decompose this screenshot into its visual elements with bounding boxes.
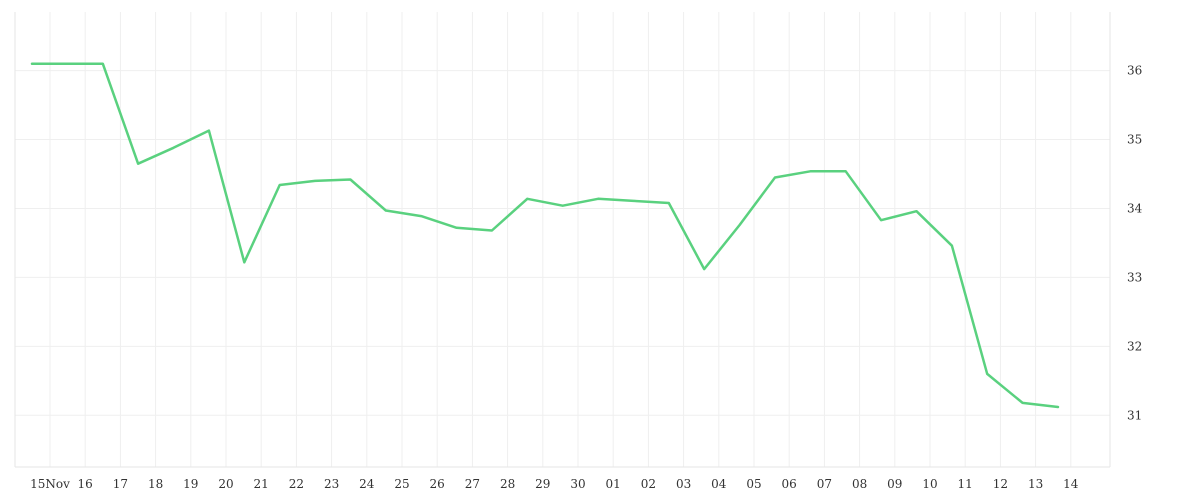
x-tick-label: 23 — [324, 477, 339, 491]
x-tick-label: 03 — [676, 477, 691, 491]
x-tick-label: 01 — [606, 477, 621, 491]
x-tick-labels: 15Nov 16 17 18 19 20 21 22 23 24 25 26 27 28 29 30 01 02 0… — [30, 477, 1079, 491]
x-tick-label: 06 — [782, 477, 797, 491]
x-tick-label: 08 — [852, 477, 867, 491]
x-tick-label: 12 — [993, 477, 1008, 491]
axes — [14, 12, 1111, 468]
y-tick-labels: 31 32 33 34 35 36 — [1127, 64, 1143, 423]
x-tick-label: 02 — [641, 477, 656, 491]
x-tick-label: 25 — [394, 477, 409, 491]
y-tick-label: 34 — [1127, 201, 1143, 215]
x-tick-label: 26 — [430, 477, 445, 491]
x-tick-label: 11 — [958, 477, 973, 491]
x-tick-label: 14 — [1063, 477, 1079, 491]
x-tick-label: 05 — [746, 477, 761, 491]
x-tick-label: 29 — [535, 477, 550, 491]
x-tick-label: 24 — [359, 477, 375, 491]
series-line — [30, 62, 1060, 409]
x-tick-label: 15Nov — [30, 477, 70, 491]
x-tick-label: 21 — [254, 477, 269, 491]
x-tick-label: 10 — [922, 477, 937, 491]
y-tick-label: 36 — [1127, 64, 1142, 78]
x-tick-label: 20 — [218, 477, 233, 491]
x-tick-label: 17 — [113, 477, 128, 491]
y-tick-label: 32 — [1127, 339, 1142, 353]
x-tick-label: 27 — [465, 477, 480, 491]
x-tick-label: 04 — [711, 477, 727, 491]
x-tick-label: 22 — [289, 477, 304, 491]
x-tick-label: 09 — [887, 477, 902, 491]
x-tick-label: 18 — [148, 477, 163, 491]
y-tick-label: 35 — [1127, 133, 1142, 147]
series-layer — [30, 62, 1060, 409]
x-tick-label: 30 — [570, 477, 585, 491]
y-tick-label: 31 — [1127, 408, 1142, 422]
x-tick-label: 07 — [817, 477, 832, 491]
grid — [15, 12, 1110, 467]
x-tick-label: 16 — [78, 477, 93, 491]
y-tick-label: 33 — [1127, 270, 1142, 284]
x-tick-label: 13 — [1028, 477, 1043, 491]
x-tick-label: 28 — [500, 477, 515, 491]
x-tick-label: 19 — [183, 477, 198, 491]
